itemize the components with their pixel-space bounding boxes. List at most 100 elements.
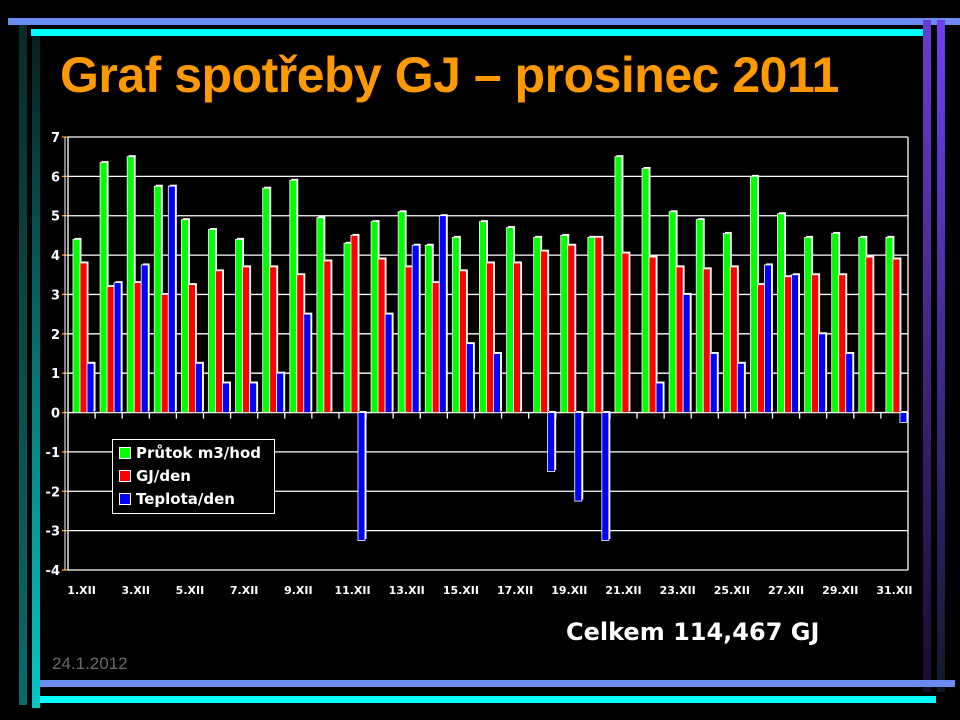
legend-item-teplota: Teplota/den [119,490,235,508]
bar-teplota [547,412,556,472]
bar-teplota [249,382,257,413]
bar-prutok [451,236,460,413]
bar-teplota [113,282,122,413]
bar-prutok [831,233,840,413]
bar-prutok [397,211,406,413]
decor-bar-bottom-blue [40,680,955,687]
bar-prutok [235,238,243,413]
bar-teplota [438,215,447,413]
bar-teplota [493,353,501,413]
bar-prutok [208,229,216,413]
bar-teplota [167,185,176,413]
bar-prutok [614,156,623,413]
bar-gj [838,274,847,413]
bar-gj [675,266,684,413]
total-consumption: Celkem 114,467 GJ [566,618,820,646]
bar-gj [892,258,901,413]
legend-item-prutok: Průtok m3/hod [119,444,261,462]
date-label: 24.1.2012 [52,654,128,673]
bar-prutok [370,221,379,413]
bar-gj [702,268,711,413]
x-tick-label: 21.XII [605,584,641,597]
bar-prutok [560,235,569,413]
bar-prutok [668,211,677,413]
y-tick-label: 2 [51,328,60,343]
bar-teplota [140,264,149,413]
bar-teplota [465,343,474,413]
bar-gj [242,266,250,413]
x-tick-label: 5.XII [176,584,205,597]
chart-legend: Průtok m3/hod GJ/den Teplota/den [112,439,275,514]
decor-bar-right-1 [923,20,931,692]
y-tick-label: 0 [51,407,60,422]
bar-prutok [424,244,433,413]
bar-gj [648,256,657,413]
legend-swatch-red [119,470,131,482]
bar-teplota [276,372,285,413]
bar-gj [729,266,738,413]
bar-teplota [709,353,718,413]
bar-prutok [722,233,731,413]
bar-prutok [641,168,650,413]
bar-gj [784,276,792,413]
bar-gj [269,266,278,413]
x-tick-label: 17.XII [497,584,533,597]
bar-teplota [791,274,799,413]
bar-gj [513,262,521,413]
bar-teplota [682,294,691,413]
bar-teplota [411,244,420,413]
bar-prutok [153,185,162,413]
x-tick-label: 27.XII [768,584,804,597]
bar-gj [323,260,332,413]
y-tick-label: -3 [46,525,60,540]
bar-teplota [384,313,393,413]
bar-prutok [343,242,352,413]
bar-gj [160,294,169,413]
decor-bar-left-2 [32,36,40,708]
bar-prutok [180,219,189,413]
y-tick-label: 1 [51,367,60,382]
legend-item-gj: GJ/den [119,467,191,485]
bar-gj [187,284,196,413]
bar-teplota [736,362,745,413]
x-tick-label: 1.XII [67,584,96,597]
bar-teplota [764,264,772,413]
bar-gj [350,235,359,413]
bar-prutok [750,175,758,413]
bar-gj [458,270,467,413]
bar-gj [811,274,820,413]
bar-prutok [506,227,514,413]
x-tick-label: 13.XII [389,584,425,597]
bar-gj [594,236,603,413]
bar-gj [133,282,142,413]
legend-swatch-green [119,447,131,459]
decor-bar-top-cyan [31,29,931,36]
bar-prutok [804,236,813,413]
x-tick-label: 29.XII [822,584,858,597]
bar-teplota [357,412,366,541]
x-tick-label: 7.XII [230,584,259,597]
legend-label: Průtok m3/hod [136,444,262,462]
bar-teplota [222,382,230,413]
bar-gj [404,266,413,413]
decor-bar-top-blue [8,18,960,25]
y-tick-label: 5 [51,210,60,225]
bar-teplota [601,412,610,541]
page-title: Graf spotřeby GJ – prosinec 2011 [60,47,839,103]
bar-teplota [655,382,664,413]
bar-gj [79,262,88,413]
x-tick-label: 25.XII [714,584,750,597]
bar-prutok [126,156,135,413]
bar-teplota [86,362,95,413]
legend-swatch-blue [119,493,131,505]
bar-prutok [695,219,704,413]
bar-prutok [533,236,542,413]
y-tick-label: -1 [46,446,60,461]
x-tick-label: 11.XII [334,584,370,597]
y-tick-label: 7 [51,131,60,146]
bar-teplota [194,362,203,413]
bar-teplota [845,353,854,413]
x-tick-label: 19.XII [551,584,587,597]
bar-teplota [574,412,583,502]
bar-teplota [818,333,827,413]
